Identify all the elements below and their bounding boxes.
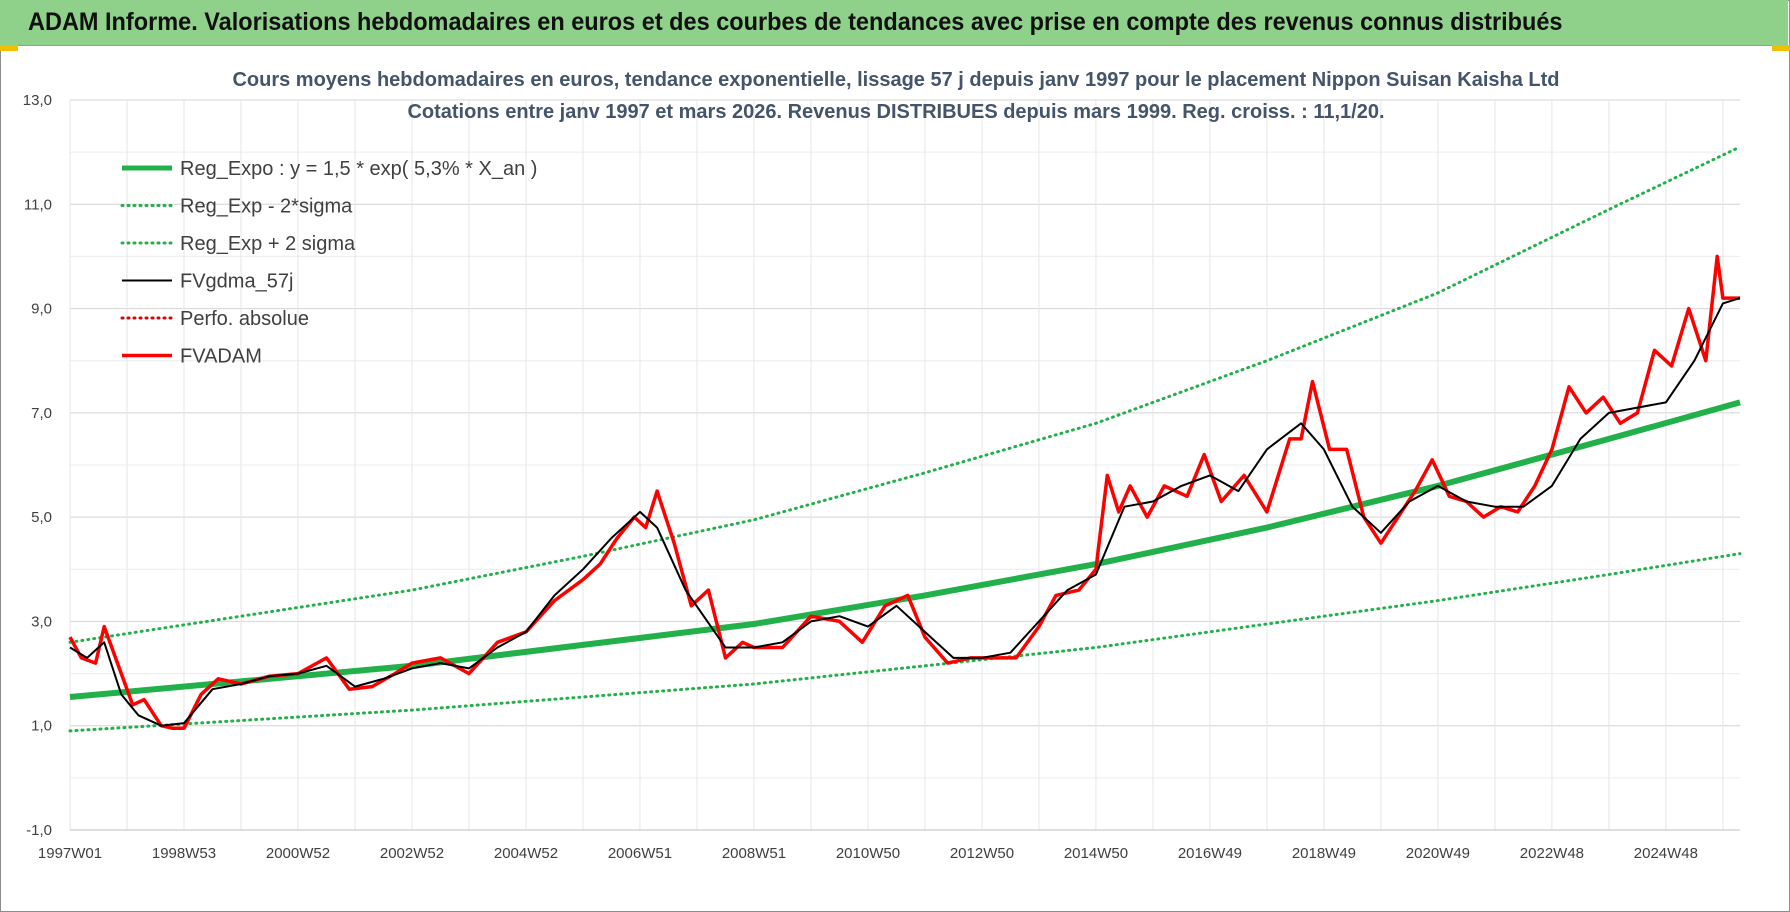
series-layer <box>68 145 1742 733</box>
legend-label: FVgdma_57j <box>180 271 293 293</box>
series-line-2 <box>68 145 1742 644</box>
y-tick-label: 11,0 <box>24 196 52 213</box>
x-tick-label: 2000W52 <box>266 845 330 862</box>
y-tick-label: 7,0 <box>31 405 52 422</box>
x-tick-label: 2002W52 <box>380 845 444 862</box>
x-tick-label: 2016W49 <box>1178 845 1242 862</box>
y-tick-label: 3,0 <box>31 613 52 630</box>
x-tick-label: 1998W53 <box>152 845 216 862</box>
axes: -1,0 1,0 3,0 5,0 7,0 9,0 11,0 13,0 1997W01 1998W5… <box>23 92 1740 862</box>
legend-label: Reg_Exp + 2 sigma <box>180 233 356 255</box>
chart-subtitle: Cotations entre janv 1997 et mars 2026. … <box>407 101 1384 123</box>
x-tick-label: 2020W49 <box>1406 845 1470 862</box>
series-line-0 <box>69 399 1741 700</box>
legend-label: Reg_Expo : y = 1,5 * exp( 5,3% * X_an ) <box>180 158 537 180</box>
y-tick-label: -1,0 <box>26 822 52 839</box>
report-banner: ADAM Informe. Valorisations hebdomadaire… <box>0 0 1788 46</box>
corner-marker-left <box>0 45 18 51</box>
x-tick-label: 2006W51 <box>608 845 672 862</box>
y-tick-label: 9,0 <box>31 301 52 318</box>
y-tick-label: 1,0 <box>31 718 52 735</box>
y-tick-label: 13,0 <box>23 92 52 109</box>
x-tick-label: 2024W48 <box>1634 845 1698 862</box>
series-line-5 <box>68 254 1740 731</box>
chart: -1,0 1,0 3,0 5,0 7,0 9,0 11,0 13,0 1997W01 1998W5… <box>23 69 1742 862</box>
legend-label: Reg_Exp - 2*sigma <box>180 196 353 218</box>
x-tick-label: 2012W50 <box>950 845 1014 862</box>
x-tick-label: 2014W50 <box>1064 845 1128 862</box>
x-tick-label: 2004W52 <box>494 845 558 862</box>
x-tick-label: 2018W49 <box>1292 845 1356 862</box>
y-tick-label: 5,0 <box>31 509 52 526</box>
x-tick-label: 2008W51 <box>722 845 786 862</box>
legend-label: Perfo. absolue <box>180 308 309 330</box>
chart-title: Cours moyens hebdomadaires en euros, ten… <box>232 69 1559 91</box>
series-line-3 <box>69 297 1741 727</box>
legend: Reg_Expo : y = 1,5 * exp( 5,3% * X_an ) R… <box>120 158 537 368</box>
corner-marker-right <box>1772 45 1790 51</box>
series-line-1 <box>68 552 1742 733</box>
banner-title: ADAM Informe. Valorisations hebdomadaire… <box>28 8 1563 36</box>
legend-label: FVADAM <box>180 346 262 368</box>
x-tick-label: 1997W01 <box>38 845 102 862</box>
x-tick-label: 2022W48 <box>1520 845 1584 862</box>
x-tick-label: 2010W50 <box>836 845 900 862</box>
